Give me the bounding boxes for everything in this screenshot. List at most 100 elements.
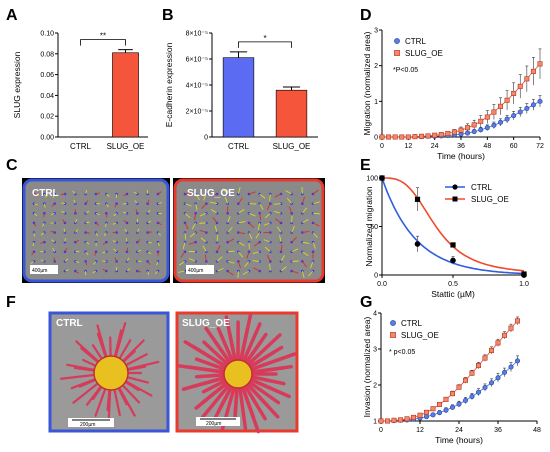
track-segment (253, 241, 260, 247)
chart-a: 0.00 0.02 0.04 0.06 0.08 0.10 SLUG expression C… (12, 31, 148, 151)
track-segment (30, 260, 35, 264)
track-segment (50, 212, 55, 216)
track-segment (60, 193, 66, 196)
significance-bracket (238, 41, 292, 48)
track-segment (194, 213, 197, 221)
track-segment (242, 270, 250, 275)
tracking-point (269, 231, 272, 234)
track-segment (147, 199, 150, 204)
data-point (391, 417, 397, 423)
track-segment (112, 222, 117, 225)
data-point (514, 358, 520, 364)
data-point (501, 332, 507, 338)
track-segment (301, 270, 305, 278)
y-tick-label: 4×10⁻⁵ (186, 83, 208, 90)
track-segment (154, 270, 159, 275)
track-segment (266, 203, 271, 211)
f-right-spheroid-core (223, 359, 253, 389)
data-point (469, 370, 475, 376)
f-right-scale: 200µm (206, 421, 221, 427)
track-segment (85, 241, 90, 245)
track-segment (53, 257, 56, 262)
track-segment (302, 241, 310, 245)
c-left-scale: 400µm (32, 268, 47, 274)
track-segment (147, 209, 151, 214)
panel-label-f: F (6, 294, 16, 311)
data-point (379, 134, 385, 140)
data-point (482, 355, 488, 361)
track-segment (133, 191, 138, 195)
legend-marker (452, 196, 458, 202)
track-segment (52, 248, 56, 252)
track-segment (210, 201, 218, 205)
y-tick-label: 2 (373, 383, 377, 390)
data-point (423, 409, 429, 415)
y-tick-label: 3 (374, 28, 378, 35)
track-segment (201, 203, 207, 209)
track-segment (40, 259, 45, 262)
tracking-point (105, 211, 108, 215)
track-segment (280, 266, 287, 272)
track-segment (61, 210, 66, 214)
track-segment (157, 232, 162, 236)
track-segment (126, 268, 131, 272)
annotation: * p<0.05 (389, 349, 415, 356)
y-axis-label: Normalized migration (364, 186, 374, 267)
tracking-point (258, 250, 261, 254)
track-segment (310, 261, 314, 269)
y-tick-label: 100 (366, 176, 378, 183)
x-tick-label: 0 (380, 143, 384, 150)
c-right-dots (178, 186, 321, 279)
data-point (514, 318, 520, 324)
track-segment (137, 270, 142, 273)
track-segment (103, 232, 107, 237)
y-tick-label: 1 (374, 99, 378, 106)
data-point (495, 375, 501, 381)
series-slug_oe (379, 48, 543, 140)
data-point (378, 418, 384, 424)
y-tick-label: 3 (373, 347, 377, 354)
f-left-spheroid-core (93, 355, 129, 391)
track-segment (312, 212, 321, 215)
track-segment (307, 270, 314, 277)
data-point (537, 61, 543, 67)
x-tick-label: 0.5 (448, 281, 458, 288)
f-left-label: CTRL (56, 318, 83, 329)
c-left-image (22, 178, 170, 283)
track-segment (263, 222, 271, 226)
track-segment (202, 245, 207, 252)
track-segment (200, 237, 207, 243)
track-segment (95, 232, 99, 237)
track-segment (63, 228, 66, 233)
track-segment (312, 232, 319, 239)
track-segment (157, 241, 160, 247)
data-point (488, 380, 494, 386)
track-segment (33, 212, 38, 217)
tracking-point (74, 260, 77, 263)
track-segment (94, 251, 97, 256)
track-segment (147, 251, 152, 255)
track-segment (85, 210, 90, 214)
data-point (430, 412, 436, 418)
f-left-scale: 200µm (80, 422, 95, 428)
data-point (410, 414, 416, 420)
track-segment (252, 260, 260, 262)
y-tick-label: 0.10 (40, 31, 54, 38)
track-segment (43, 213, 45, 218)
track-segment (227, 250, 235, 253)
track-segment (72, 190, 76, 195)
track-segment (259, 213, 262, 221)
track-segment (238, 232, 246, 235)
tracking-point (74, 250, 77, 254)
legend-label: CTRL (401, 319, 422, 328)
track-segment (75, 260, 80, 263)
y-tick-label: 0.02 (40, 114, 54, 121)
y-axis-label: Migration (normalized area) (362, 31, 372, 135)
panel-label-c: C (6, 157, 18, 174)
y-tick-label: 4 (373, 311, 377, 318)
track-segment (157, 202, 162, 205)
track-segment (31, 251, 35, 256)
legend-label: SLUG_OE (471, 195, 509, 204)
panel-label-d: D (360, 7, 372, 24)
